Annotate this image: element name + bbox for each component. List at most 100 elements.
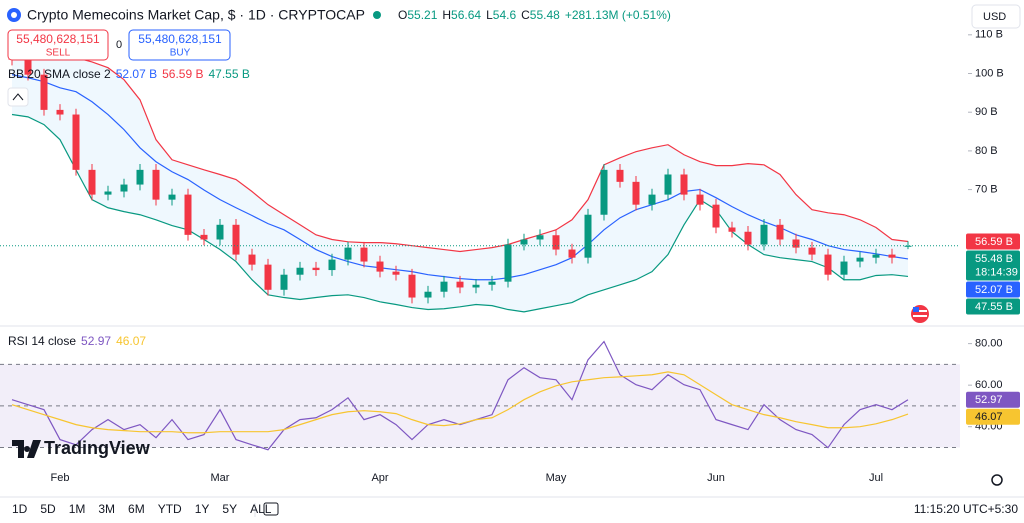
rsi-line xyxy=(11,371,909,434)
candle-body xyxy=(104,191,112,195)
events-icon-stripe xyxy=(913,310,927,312)
candle-body xyxy=(136,169,144,185)
indicator-value: 46.07 xyxy=(116,334,146,348)
y-tick-label: 70 B xyxy=(975,183,998,195)
events-icon-stripe xyxy=(913,315,927,317)
candle-body xyxy=(664,174,672,195)
candle-body xyxy=(376,261,384,272)
candle-body xyxy=(184,194,192,235)
range-button[interactable]: 5D xyxy=(40,502,56,516)
price-label: 52.97 xyxy=(975,394,1003,406)
indicator-value: 56.59 B xyxy=(162,67,203,81)
ohlc-key: O xyxy=(398,8,407,22)
candle-body xyxy=(72,114,80,170)
candle-body xyxy=(392,271,400,275)
currency-button[interactable] xyxy=(971,4,1021,29)
candle-body xyxy=(760,224,768,245)
candle-body xyxy=(152,169,160,200)
range-button[interactable]: 3M xyxy=(98,502,115,516)
bar-countdown: 18:14:39 xyxy=(975,266,1018,278)
candle-body xyxy=(280,274,288,290)
collapse-button[interactable] xyxy=(7,87,29,107)
price-label-box xyxy=(966,250,1020,281)
clock: 11:15:20 UTC+5:30 xyxy=(914,502,1019,516)
candle-body xyxy=(408,274,416,298)
candle-body xyxy=(856,257,864,262)
candle-body xyxy=(456,281,464,288)
candle-body xyxy=(568,249,576,258)
candle-body xyxy=(232,224,240,255)
ohlc-value: 56.64 xyxy=(451,8,481,22)
range-button[interactable]: 6M xyxy=(128,502,145,516)
market-status xyxy=(373,11,381,19)
logo-text[interactable]: TradingView xyxy=(44,438,151,458)
ohlc-value: 55.21 xyxy=(407,8,437,22)
candle-body xyxy=(776,224,784,240)
candle-body xyxy=(872,254,880,258)
candle-body xyxy=(472,284,480,288)
candle-body xyxy=(120,184,128,192)
candle-body xyxy=(424,291,432,298)
price-label-box xyxy=(966,233,1020,250)
price-label-box xyxy=(966,298,1020,315)
y-tick-label: 80 B xyxy=(975,145,998,157)
candle-body xyxy=(904,245,912,247)
price-label-box xyxy=(966,391,1020,408)
candle-body xyxy=(296,267,304,275)
candle-body xyxy=(88,169,96,195)
candle-body xyxy=(360,247,368,262)
candle-body xyxy=(264,264,272,290)
x-tick-label: Jul xyxy=(869,472,883,484)
candle-body xyxy=(440,281,448,292)
indicator-label: BB 20 SMA close 2 xyxy=(8,67,111,81)
ohlc-change: +281.13M (+0.51%) xyxy=(565,8,671,22)
candle-body xyxy=(792,239,800,248)
range-button[interactable]: ALL xyxy=(250,502,272,516)
settings-icon[interactable] xyxy=(991,474,1003,486)
candle-body xyxy=(248,254,256,265)
candle-body xyxy=(168,194,176,200)
bb-legend[interactable]: BB 20 SMA close 2 52.07 B 56.59 B 47.55 B xyxy=(8,67,250,81)
price-label: 56.59 B xyxy=(975,236,1013,248)
spread: 0 xyxy=(116,39,122,51)
candle-body xyxy=(728,227,736,232)
candle-body xyxy=(808,247,816,255)
candle-body xyxy=(600,169,608,215)
x-tick-label: May xyxy=(546,472,567,484)
events-icon-canton xyxy=(913,307,919,312)
candle-body xyxy=(840,261,848,275)
range-button[interactable]: 5Y xyxy=(222,502,237,516)
rsi-legend[interactable]: RSI 14 close 52.97 46.07 xyxy=(8,334,146,348)
band-line xyxy=(11,113,909,313)
range-button[interactable]: YTD xyxy=(158,502,182,516)
price-label: 47.55 B xyxy=(975,301,1013,313)
sell-button[interactable] xyxy=(7,29,109,61)
candle-body xyxy=(824,254,832,275)
candle-body xyxy=(696,194,704,205)
ohlc-key: C xyxy=(521,8,530,22)
date-range-icon[interactable] xyxy=(263,502,279,516)
candle-body xyxy=(520,239,528,245)
candle-body xyxy=(216,224,224,240)
sell-label: SELL xyxy=(46,48,71,59)
candle-body xyxy=(344,247,352,260)
toolbar: 1D 5D 1M 3M 6M YTD 1Y 5Y ALL xyxy=(12,502,272,516)
y-tick-label: 60.00 xyxy=(975,379,1003,391)
candle-body xyxy=(888,254,896,258)
buy-label: BUY xyxy=(170,48,191,59)
indicator-value: 52.07 B xyxy=(116,67,157,81)
symbol-icon-inner xyxy=(11,12,17,18)
sell-price: 55,480,628,151 xyxy=(16,32,100,46)
symbol-title[interactable]: Crypto Memecoins Market Cap, $ · 1D · CR… xyxy=(27,7,365,23)
candle-body xyxy=(504,244,512,282)
ohlc-key: H xyxy=(442,8,451,22)
range-button[interactable]: 1M xyxy=(69,502,86,516)
range-button[interactable]: 1Y xyxy=(195,502,210,516)
range-button[interactable]: 1D xyxy=(12,502,28,516)
candle-body xyxy=(40,74,48,110)
candle-body xyxy=(632,181,640,205)
buy-button[interactable] xyxy=(128,29,231,61)
ohlc-value: 54.6 xyxy=(493,8,517,22)
candle-body xyxy=(648,194,656,205)
